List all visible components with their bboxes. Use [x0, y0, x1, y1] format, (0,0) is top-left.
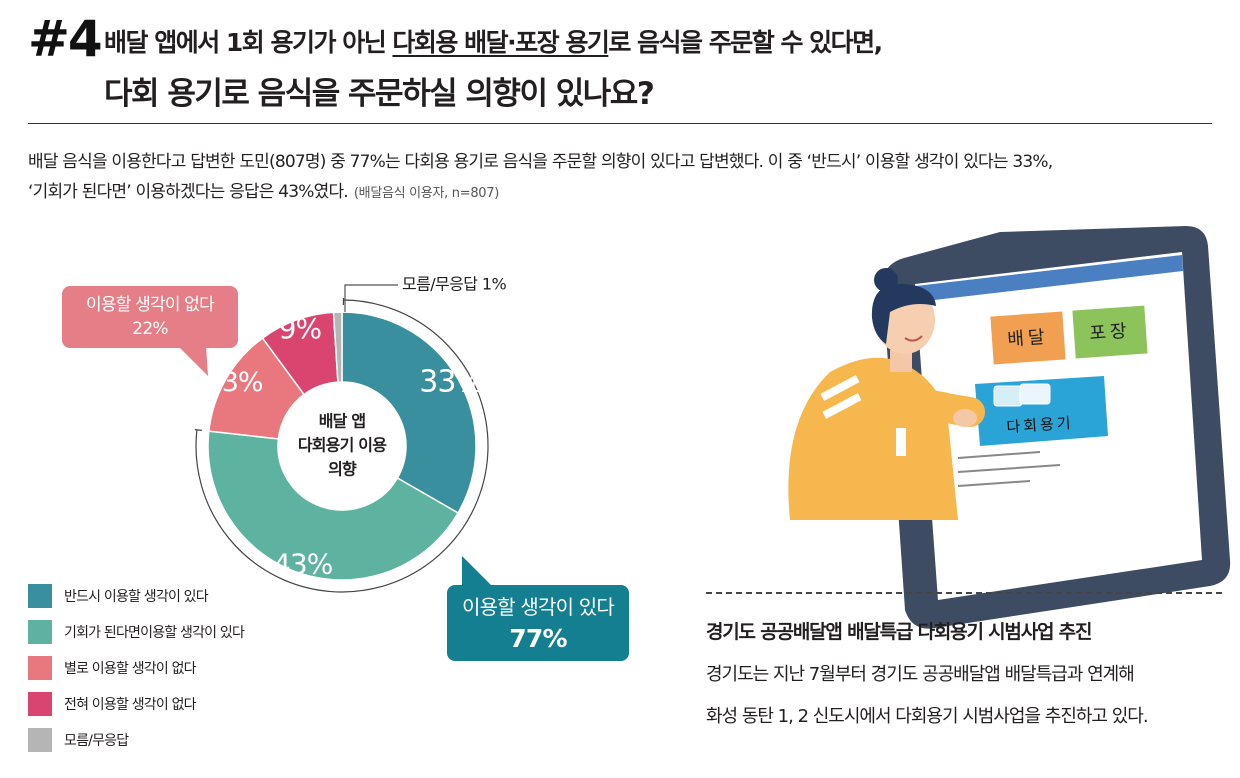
person-hair [871, 283, 936, 344]
legend-swatch [28, 692, 52, 716]
legend-label: 전혀 이용할 생각이 없다 [64, 697, 197, 713]
sleeve-stripe [822, 393, 862, 419]
screen-text-line [957, 464, 1061, 473]
question-underlined-phrase: 다회용 배달·포장 용기 [392, 28, 609, 57]
slice-labels: 33% 43% 13% 9% [206, 312, 484, 581]
description-line-2-text: ‘기회가 된다면’ 이용하겠다는 응답은 43%였다. [28, 182, 349, 202]
sleeve-stripe [896, 428, 906, 456]
person-arm [885, 390, 985, 435]
question-line-1-post: 로 음식을 주문할 수 있다면, [608, 28, 883, 57]
sample-note: (배달음식 이용자, n=807) [353, 186, 500, 201]
donut-slice [207, 430, 460, 581]
legend-swatch [28, 656, 52, 680]
dk-callout: 모름/무응답 1% [402, 275, 506, 294]
bracket-arcs [194, 298, 489, 593]
dk-leader-line [344, 284, 398, 312]
description: 배달 음식을 이용한다고 답변한 도민(807명) 중 77%는 다회용 용기로… [28, 147, 1228, 209]
yes-callout-value: 77% [509, 624, 567, 653]
container-icon [1019, 383, 1051, 405]
person-smile [904, 335, 923, 342]
legend-item: 반드시 이용할 생각이 있다 [28, 578, 244, 614]
yes-callout-bubble: 이용할 생각이 있다 77% [447, 585, 629, 661]
legend-item: 기회가 된다면이용할 생각이 있다 [28, 614, 245, 650]
yes-bubble-tail [462, 556, 492, 586]
section-dashed-divider [706, 592, 1222, 594]
legend-item: 별로 이용할 생각이 없다 [28, 650, 244, 686]
no-callout-title: 이용할 생각이 없다 [86, 295, 215, 315]
tablet-illustration: 배달 포장 다회용기 [882, 226, 1231, 629]
center-label-line: 배달 앱 [319, 412, 366, 431]
yes-bracket-arc [195, 299, 489, 593]
question-number: #4 [28, 10, 103, 68]
bracket-tick [194, 428, 202, 431]
donut-hole [279, 383, 405, 509]
pilot-body-line-2: 화성 동탄 1, 2 신도시에서 다회용기 시범사업을 추진하고 있다. [706, 706, 1149, 727]
legend-label: 반드시 이용할 생각이 있다 [64, 589, 209, 605]
pilot-body: 경기도는 지난 7월부터 경기도 공공배달앱 배달특급과 연계해 화성 동탄 1… [706, 654, 1226, 738]
legend-item: 모름/무응답 [28, 722, 244, 758]
slice-label: 43% [273, 548, 333, 581]
no-callout-bubble: 이용할 생각이 없다 22% [62, 286, 238, 348]
screen-text-line [957, 451, 1041, 459]
chart-legend: 반드시 이용할 생각이 있다 기회가 된다면이용할 생각이 있다 별로 이용할 … [28, 578, 245, 758]
pilot-title: 경기도 공공배달앱 배달특급 다회용기 시범사업 추진 [706, 621, 1092, 643]
legend-swatch [28, 620, 52, 644]
screen-text-line [957, 480, 1031, 487]
donut-slices [207, 311, 477, 581]
legend-swatch [28, 584, 52, 608]
question-line-2: 다회 용기로 음식을 주문하실 의향이 있나요? [104, 76, 655, 112]
tile-reusable-label: 다회용기 [1006, 414, 1074, 437]
question-line-1: 배달 앱에서 1회 용기가 아닌 다회용 배달·포장 용기로 음식을 주문할 수… [104, 28, 883, 58]
no-callout-value: 22% [132, 319, 168, 339]
sleeve-stripe [820, 375, 860, 401]
tile-delivery-label: 배달 [1007, 327, 1049, 351]
tile-delivery [990, 311, 1066, 365]
center-label-line: 의향 [328, 460, 357, 479]
tile-takeout [1072, 305, 1148, 359]
person-hair-bun [874, 268, 898, 292]
header-divider [28, 123, 1212, 124]
legend-item: 전혀 이용할 생각이 없다 [28, 686, 244, 722]
legend-swatch [28, 728, 52, 752]
slice-label: 33% [419, 365, 483, 400]
person-neck [890, 350, 912, 372]
description-line-1: 배달 음식을 이용한다고 답변한 도민(807명) 중 77%는 다회용 용기로… [28, 152, 1053, 172]
person-hand [953, 409, 977, 427]
legend-label: 모름/무응답 [64, 733, 129, 749]
yes-callout-title: 이용할 생각이 있다 [462, 595, 615, 619]
person-illustration [788, 268, 985, 520]
legend-label: 별로 이용할 생각이 없다 [64, 661, 197, 677]
description-line-2: ‘기회가 된다면’ 이용하겠다는 응답은 43%였다. (배달음식 이용자, n=… [28, 177, 1228, 209]
tablet-top-bar [916, 255, 1183, 302]
question-line-1-pre: 배달 앱에서 1회 용기가 아닌 [104, 28, 393, 57]
tile-takeout-label: 포장 [1089, 321, 1131, 345]
center-label-line: 다회용기 이용 [298, 436, 387, 455]
pilot-body-line-1: 경기도는 지난 7월부터 경기도 공공배달앱 배달특급과 연계해 [706, 664, 1135, 685]
container-icon [993, 385, 1023, 407]
donut-slice [332, 311, 343, 383]
slice-label: 9% [279, 312, 322, 345]
legend-label: 기회가 된다면이용할 생각이 있다 [64, 625, 245, 641]
slice-label: 13% [206, 367, 263, 398]
donut-slice [341, 311, 477, 515]
no-bubble-tail [178, 346, 208, 376]
